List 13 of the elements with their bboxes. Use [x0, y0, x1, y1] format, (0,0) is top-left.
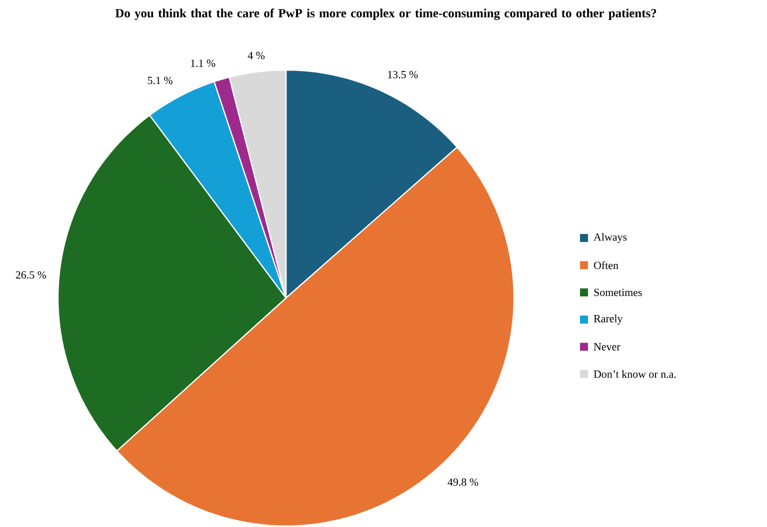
- legend-label: Always: [594, 233, 627, 243]
- data-label: 5.1 %: [148, 76, 172, 84]
- data-label: 13.5 %: [388, 70, 418, 78]
- data-label: 49.8 %: [448, 478, 478, 486]
- data-label: 26.5 %: [16, 271, 46, 279]
- legend-label: Rarely: [594, 314, 623, 325]
- legend-label: Don’t know or n.a.: [594, 370, 676, 378]
- legend-label: Often: [594, 261, 618, 270]
- data-label: 4 %: [248, 52, 265, 60]
- legend-label: Sometimes: [594, 288, 642, 296]
- data-label: 1.1 %: [191, 60, 216, 67]
- legend-label: Never: [594, 343, 620, 350]
- chart-title: Do you think that the care of PwP is more complex or time-consuming compared to other patients?: [115, 8, 656, 20]
